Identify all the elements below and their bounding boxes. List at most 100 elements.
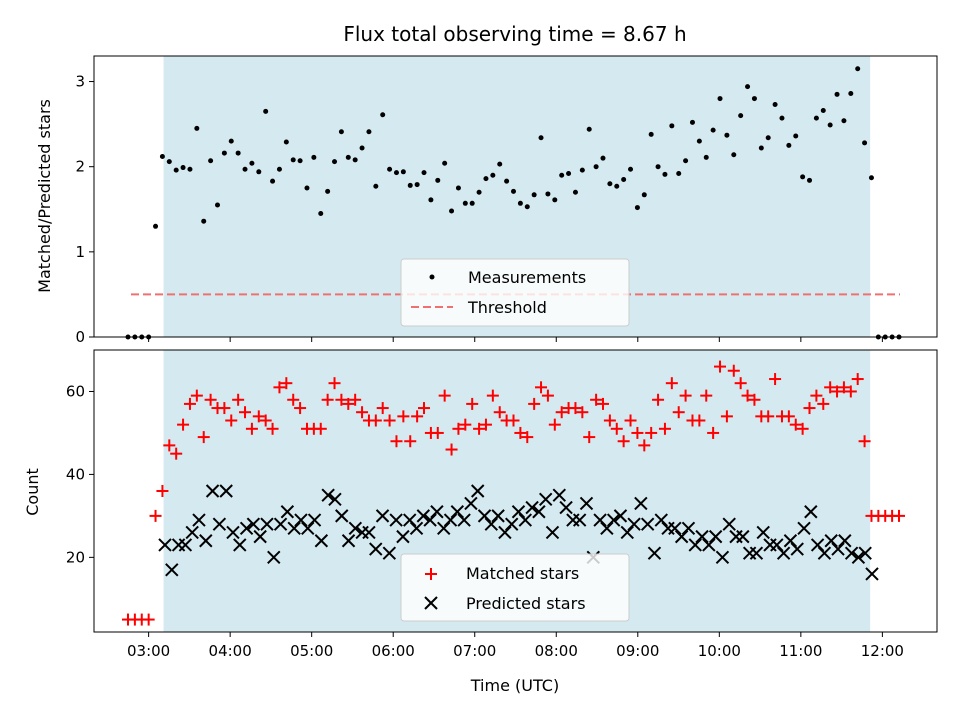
predicted-star-stroke-b	[192, 513, 206, 527]
legend-matched-label: Matched stars	[466, 564, 579, 583]
measurement-point	[655, 164, 661, 170]
predicted-star-point	[640, 517, 655, 531]
predicted-star-stroke-b	[579, 496, 594, 511]
predicted-star-point	[654, 513, 668, 527]
predicted-star-stroke-b	[335, 509, 349, 523]
bottom-y-tick-label: 40	[66, 465, 85, 483]
measurement-point	[449, 208, 455, 214]
measurement-point	[745, 84, 751, 90]
measurement-point	[524, 204, 530, 210]
measurement-point	[566, 171, 572, 177]
predicted-star-point	[423, 513, 437, 527]
predicted-star-stroke-b	[443, 513, 458, 527]
measurement-point	[270, 178, 276, 184]
matched-star-point	[239, 406, 252, 419]
predicted-star-stroke-b	[239, 521, 254, 536]
matched-star-point	[163, 439, 176, 452]
legend-predicted-label: Predicted stars	[466, 594, 586, 613]
measurement-point	[600, 155, 606, 161]
matched-star-point	[245, 422, 258, 435]
predicted-star-point	[430, 505, 444, 519]
matched-star-point	[445, 443, 458, 456]
matched-star-point	[782, 410, 795, 423]
predicted-star-point	[722, 517, 736, 531]
predicted-star-stroke-b	[477, 509, 492, 523]
predicted-star-point	[538, 492, 553, 507]
predicted-star-point	[797, 521, 811, 536]
predicted-star-stroke-b	[851, 550, 866, 565]
x-tick-label: 09:00	[616, 642, 659, 660]
measurement-point	[614, 183, 620, 189]
predicted-star-stroke-b	[518, 513, 533, 527]
top-legend: Measurements Threshold	[400, 258, 630, 327]
predicted-star-stroke-b	[389, 513, 403, 527]
predicted-star-point	[810, 538, 825, 552]
predicted-star-point	[341, 534, 356, 548]
measurement-point	[710, 127, 716, 133]
measurement-point	[855, 66, 861, 72]
measurement-point	[511, 188, 516, 194]
measurement-point	[579, 167, 585, 173]
predicted-star-stroke-b	[246, 517, 261, 531]
predicted-star-stroke-b	[341, 534, 356, 548]
predicted-star-point	[831, 542, 845, 556]
chart-title: Flux total observing time = 8.67 h	[343, 22, 686, 46]
measurement-point	[834, 91, 840, 97]
measurement-point	[538, 135, 544, 141]
predicted-star-stroke-b	[858, 546, 872, 560]
matched-star-point	[232, 393, 245, 406]
predicted-star-stroke-b	[430, 505, 444, 519]
predicted-star-point	[627, 517, 641, 531]
predicted-star-stroke-b	[600, 521, 614, 536]
matched-star-point	[844, 385, 857, 398]
measurement-point	[221, 150, 227, 156]
predicted-star-point	[233, 538, 247, 552]
predicted-star-point	[491, 509, 505, 523]
measurement-point	[676, 171, 682, 177]
measurement-point	[338, 129, 344, 135]
measurement-point	[572, 189, 578, 195]
matched-star-point	[596, 397, 609, 410]
measurement-point	[848, 90, 854, 96]
predicted-star-stroke-b	[776, 546, 791, 560]
predicted-star-stroke-b	[790, 542, 804, 556]
matched-star-point	[411, 410, 424, 423]
predicted-star-stroke-b	[695, 529, 709, 544]
measurement-point	[352, 157, 358, 163]
predicted-star-point	[600, 521, 614, 536]
predicted-star-stroke-b	[226, 525, 240, 540]
predicted-star-stroke-b	[552, 488, 566, 502]
predicted-star-stroke-b	[817, 546, 832, 560]
predicted-star-point	[471, 484, 485, 498]
matched-star-point	[314, 422, 327, 435]
matched-star-point	[672, 406, 685, 419]
predicted-star-point	[369, 542, 383, 556]
measurement-point	[703, 154, 709, 160]
measurement-point	[483, 176, 489, 182]
predicted-star-stroke-b	[504, 517, 519, 531]
measurement-point	[559, 172, 565, 178]
x-tick-label: 08:00	[535, 642, 578, 660]
top-y-tick-label: 0	[75, 328, 85, 346]
matched-star-point	[789, 418, 802, 431]
measurement-point	[421, 170, 427, 176]
matched-star-point	[397, 410, 410, 423]
matched-star-point	[528, 397, 541, 410]
predicted-star-stroke-b	[756, 525, 770, 540]
measurement-point	[325, 188, 331, 194]
matched-star-point	[638, 439, 651, 452]
matched-star-point	[652, 393, 665, 406]
predicted-star-stroke-b	[321, 488, 335, 502]
predicted-star-stroke-b	[722, 517, 736, 531]
measurement-point	[545, 191, 551, 197]
predicted-star-point	[301, 521, 315, 536]
predicted-star-stroke-b	[647, 546, 662, 560]
matched-star-point	[610, 422, 623, 435]
measurement-point	[304, 185, 310, 191]
predicted-star-point	[192, 513, 206, 527]
predicted-star-stroke-b	[382, 546, 397, 560]
predicted-star-point	[375, 509, 390, 523]
predicted-star-stroke-b	[865, 567, 879, 581]
x-axis-label: Time (UTC)	[470, 676, 559, 695]
predicted-star-point	[688, 538, 702, 552]
